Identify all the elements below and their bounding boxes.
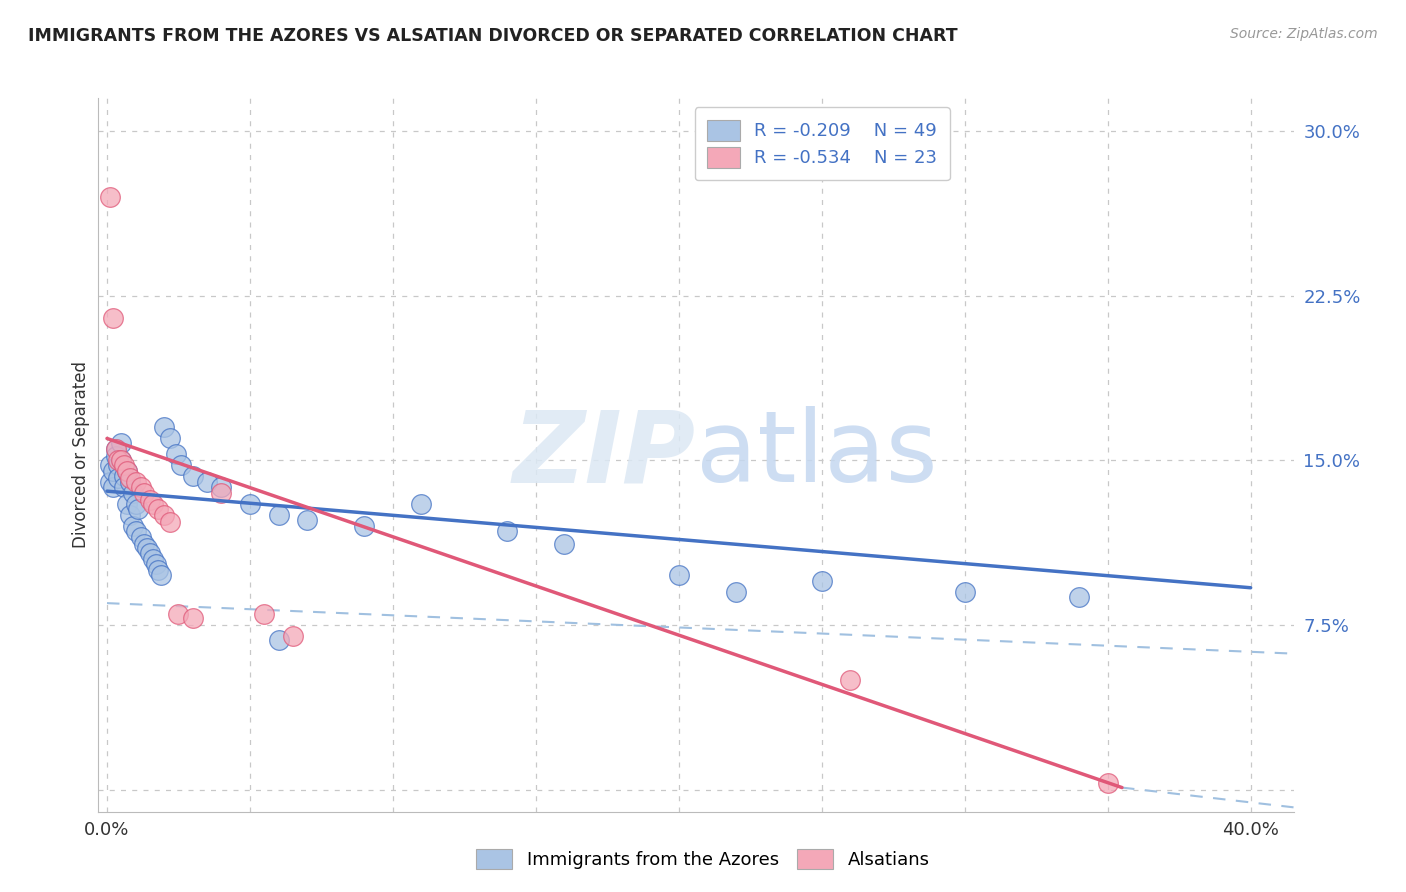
Point <box>124 497 146 511</box>
Point <box>496 524 519 538</box>
Point <box>112 458 135 472</box>
Point <box>115 464 138 478</box>
Point <box>101 464 124 478</box>
Point <box>209 486 232 500</box>
Point <box>107 453 129 467</box>
Point <box>98 458 121 472</box>
Point <box>104 449 127 463</box>
Point <box>110 453 132 467</box>
Point <box>142 497 165 511</box>
Point <box>1067 590 1090 604</box>
Point <box>134 537 156 551</box>
Point <box>209 480 232 494</box>
Point <box>110 435 132 450</box>
Point <box>267 633 290 648</box>
Point <box>131 480 153 494</box>
Point <box>112 480 135 494</box>
Point <box>101 480 124 494</box>
Text: atlas: atlas <box>696 407 938 503</box>
Point <box>153 508 176 523</box>
Point <box>253 607 276 621</box>
Point <box>148 563 170 577</box>
Point <box>101 310 124 325</box>
Point <box>107 458 129 472</box>
Point <box>115 497 138 511</box>
Legend: Immigrants from the Azores, Alsatians: Immigrants from the Azores, Alsatians <box>467 839 939 879</box>
Point <box>112 468 135 483</box>
Point <box>953 585 976 599</box>
Point <box>267 508 290 523</box>
Point <box>139 546 162 560</box>
Point <box>668 567 690 582</box>
Point <box>134 486 156 500</box>
Point <box>150 567 173 582</box>
Point <box>118 475 141 490</box>
Point <box>195 475 218 490</box>
Point <box>104 442 127 457</box>
Point <box>142 552 165 566</box>
Point <box>353 519 375 533</box>
Point <box>118 471 141 485</box>
Point <box>181 611 204 625</box>
Point <box>553 537 575 551</box>
Point <box>136 541 159 556</box>
Point <box>159 515 181 529</box>
Point <box>281 629 304 643</box>
Point <box>98 190 121 204</box>
Point <box>124 475 146 490</box>
Point <box>165 447 187 461</box>
Point <box>110 453 132 467</box>
Point <box>148 501 170 516</box>
Text: Source: ZipAtlas.com: Source: ZipAtlas.com <box>1230 27 1378 41</box>
Point <box>1097 776 1119 790</box>
Point <box>124 524 146 538</box>
Point <box>159 432 181 446</box>
Text: ZIP: ZIP <box>513 407 696 503</box>
Point <box>131 530 153 544</box>
Point <box>411 497 433 511</box>
Point <box>121 519 143 533</box>
Point <box>139 492 162 507</box>
Point <box>118 508 141 523</box>
Point <box>153 420 176 434</box>
Point <box>167 607 190 621</box>
Legend: R = -0.209    N = 49, R = -0.534    N = 23: R = -0.209 N = 49, R = -0.534 N = 23 <box>695 107 950 180</box>
Point <box>121 486 143 500</box>
Point <box>98 475 121 490</box>
Point <box>239 497 262 511</box>
Point <box>839 673 862 687</box>
Y-axis label: Divorced or Separated: Divorced or Separated <box>72 361 90 549</box>
Point <box>104 442 127 457</box>
Point <box>295 513 318 527</box>
Point <box>810 574 832 589</box>
Point <box>724 585 747 599</box>
Point <box>181 468 204 483</box>
Point <box>127 501 149 516</box>
Text: IMMIGRANTS FROM THE AZORES VS ALSATIAN DIVORCED OR SEPARATED CORRELATION CHART: IMMIGRANTS FROM THE AZORES VS ALSATIAN D… <box>28 27 957 45</box>
Point <box>107 471 129 485</box>
Point <box>170 458 193 472</box>
Point <box>115 464 138 478</box>
Point <box>145 557 167 571</box>
